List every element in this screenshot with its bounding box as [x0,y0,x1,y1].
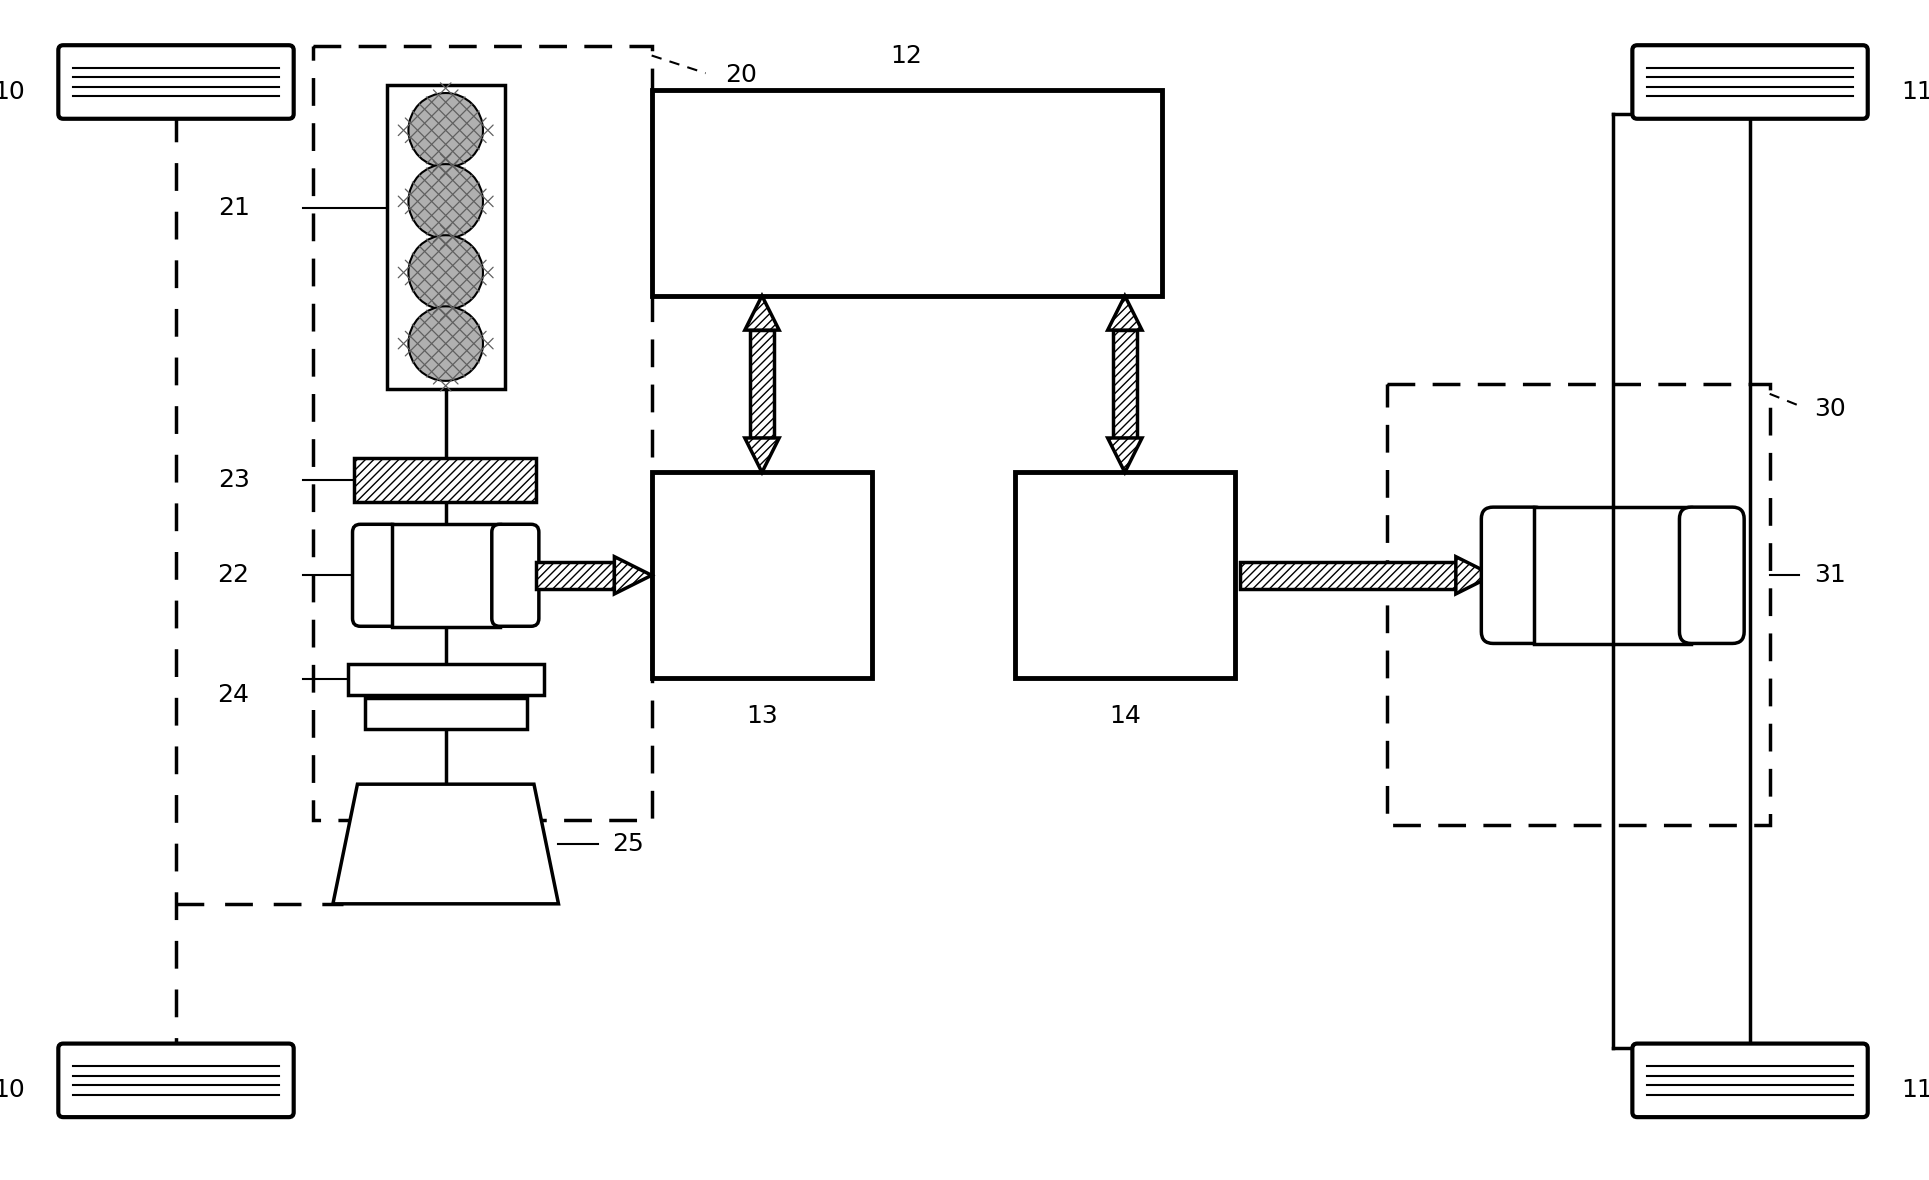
Circle shape [409,307,482,381]
Text: 31: 31 [1813,563,1846,588]
FancyBboxPatch shape [1481,507,1545,643]
Circle shape [409,235,482,310]
Circle shape [409,164,482,238]
Bar [1113,330,1136,438]
Polygon shape [745,438,779,472]
FancyBboxPatch shape [492,524,538,627]
Bar [1534,506,1692,644]
Text: 24: 24 [218,683,249,707]
Text: 22: 22 [218,563,249,588]
Bar [1015,472,1235,678]
FancyBboxPatch shape [1632,1043,1867,1117]
Text: 13: 13 [747,703,777,728]
Polygon shape [334,785,559,904]
Bar [355,458,536,502]
Polygon shape [613,557,652,594]
Text: 14: 14 [1109,703,1140,728]
FancyBboxPatch shape [1632,45,1867,119]
Circle shape [409,93,482,168]
Polygon shape [1107,296,1142,330]
Text: 10: 10 [0,1079,25,1102]
Bar [1240,562,1456,589]
FancyBboxPatch shape [1680,507,1744,643]
Text: 30: 30 [1813,396,1846,420]
FancyBboxPatch shape [58,1043,293,1117]
Text: 10: 10 [0,80,25,104]
FancyBboxPatch shape [353,524,399,627]
Text: 12: 12 [891,44,922,67]
Text: 11: 11 [1900,1079,1929,1102]
Text: 21: 21 [218,196,249,219]
Text: 11: 11 [1900,80,1929,104]
Bar [536,562,613,589]
Polygon shape [745,296,779,330]
Text: 25: 25 [611,832,644,856]
Bar [392,524,500,627]
Polygon shape [1456,557,1493,594]
Bar [652,90,1161,296]
Bar [388,85,505,389]
FancyBboxPatch shape [58,45,293,119]
Bar [347,663,544,695]
Polygon shape [1107,438,1142,472]
Bar [652,472,872,678]
Text: 20: 20 [725,63,756,87]
Text: 23: 23 [218,467,249,492]
Bar [365,697,527,729]
Bar [750,330,774,438]
